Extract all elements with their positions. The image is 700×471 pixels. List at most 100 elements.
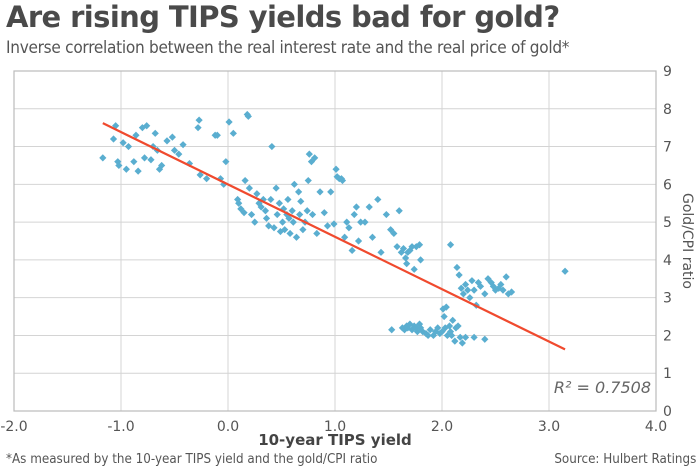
- data-point: [504, 290, 512, 298]
- y-axis-label: Gold/CPI ratio: [679, 193, 695, 289]
- data-point: [261, 207, 270, 215]
- data-point: [170, 146, 179, 154]
- data-point: [327, 188, 335, 196]
- data-point: [122, 165, 130, 173]
- data-point: [124, 142, 133, 151]
- x-tick-label: -2.0: [0, 419, 27, 435]
- data-point: [470, 333, 478, 341]
- data-point: [451, 337, 459, 345]
- data-point: [443, 331, 451, 340]
- y-tick-label: 6: [663, 177, 672, 193]
- x-tick-label: 0.0: [217, 419, 239, 435]
- data-point: [470, 286, 478, 294]
- data-point: [434, 324, 442, 332]
- data-point: [507, 288, 516, 296]
- data-point: [426, 326, 434, 334]
- data-point: [456, 333, 464, 341]
- data-point: [323, 222, 332, 230]
- data-point: [194, 124, 202, 132]
- x-tick-label: -1.0: [107, 419, 134, 435]
- data-point: [445, 322, 454, 330]
- data-point: [436, 329, 444, 338]
- data-point: [283, 210, 291, 219]
- data-point: [468, 277, 476, 285]
- data-point: [147, 156, 155, 164]
- data-point: [278, 218, 287, 226]
- y-tick-label: 3: [663, 291, 672, 307]
- data-point: [422, 329, 430, 338]
- data-point: [290, 180, 298, 188]
- data-point: [441, 324, 449, 332]
- data-point: [268, 142, 276, 151]
- data-point: [307, 158, 316, 166]
- data-point: [397, 248, 405, 256]
- x-tick-label: 3.0: [538, 419, 560, 435]
- data-point: [285, 214, 293, 222]
- data-point: [343, 218, 351, 226]
- data-point: [297, 197, 305, 205]
- data-point: [410, 265, 418, 273]
- data-point: [320, 209, 328, 217]
- data-point: [561, 267, 569, 275]
- y-tick-label: 4: [663, 253, 672, 269]
- data-point: [109, 135, 118, 143]
- data-point: [158, 161, 166, 170]
- data-point: [247, 210, 256, 219]
- data-point: [448, 331, 456, 340]
- data-point: [457, 284, 465, 292]
- data-point: [453, 263, 461, 272]
- data-point: [352, 203, 360, 211]
- data-point: [195, 116, 203, 124]
- data-point: [119, 139, 127, 147]
- x-axis-ticks: -2.0 -1.0 0.0 1.0 2.0 3.0 4.0: [0, 419, 667, 435]
- data-point: [270, 224, 278, 232]
- data-point: [213, 131, 221, 139]
- data-point: [393, 243, 401, 251]
- data-point: [454, 322, 462, 330]
- data-point: [304, 176, 312, 185]
- data-point: [357, 218, 365, 226]
- data-point: [406, 320, 414, 328]
- data-point: [417, 324, 425, 332]
- data-point: [288, 207, 296, 215]
- data-point: [280, 205, 288, 213]
- data-point: [273, 210, 281, 219]
- data-point: [459, 290, 467, 298]
- data-point: [404, 324, 412, 332]
- data-point: [489, 282, 497, 290]
- x-tick-label: 1.0: [324, 419, 346, 435]
- data-point: [235, 199, 243, 207]
- data-point: [374, 195, 382, 204]
- gridlines: [13, 70, 657, 412]
- data-point: [265, 222, 273, 230]
- data-point: [262, 214, 271, 222]
- data-point: [350, 210, 358, 219]
- data-point: [308, 210, 317, 219]
- data-point: [289, 218, 297, 226]
- data-point: [275, 199, 283, 207]
- x-axis-label: 10-year TIPS yield: [258, 431, 412, 449]
- data-point: [354, 237, 363, 245]
- chart-title: Are rising TIPS yields bad for gold?: [6, 0, 560, 34]
- data-point: [225, 118, 233, 126]
- footnote: *As measured by the 10-year TIPS yield a…: [6, 452, 378, 467]
- data-point: [424, 331, 432, 340]
- y-tick-label: 8: [663, 102, 672, 118]
- data-point: [140, 154, 149, 162]
- data-point: [487, 278, 495, 287]
- y-tick-label: 0: [663, 404, 672, 420]
- data-point: [163, 137, 171, 145]
- data-point: [292, 233, 301, 241]
- data-point: [458, 339, 466, 347]
- data-point: [408, 243, 416, 251]
- plot-frame: [13, 70, 657, 412]
- data-points: [99, 110, 569, 347]
- data-point: [399, 244, 408, 253]
- data-point: [466, 294, 474, 302]
- data-point: [502, 273, 510, 281]
- data-point: [449, 316, 457, 324]
- data-point: [446, 241, 455, 249]
- data-point: [499, 286, 507, 294]
- data-point: [179, 141, 187, 149]
